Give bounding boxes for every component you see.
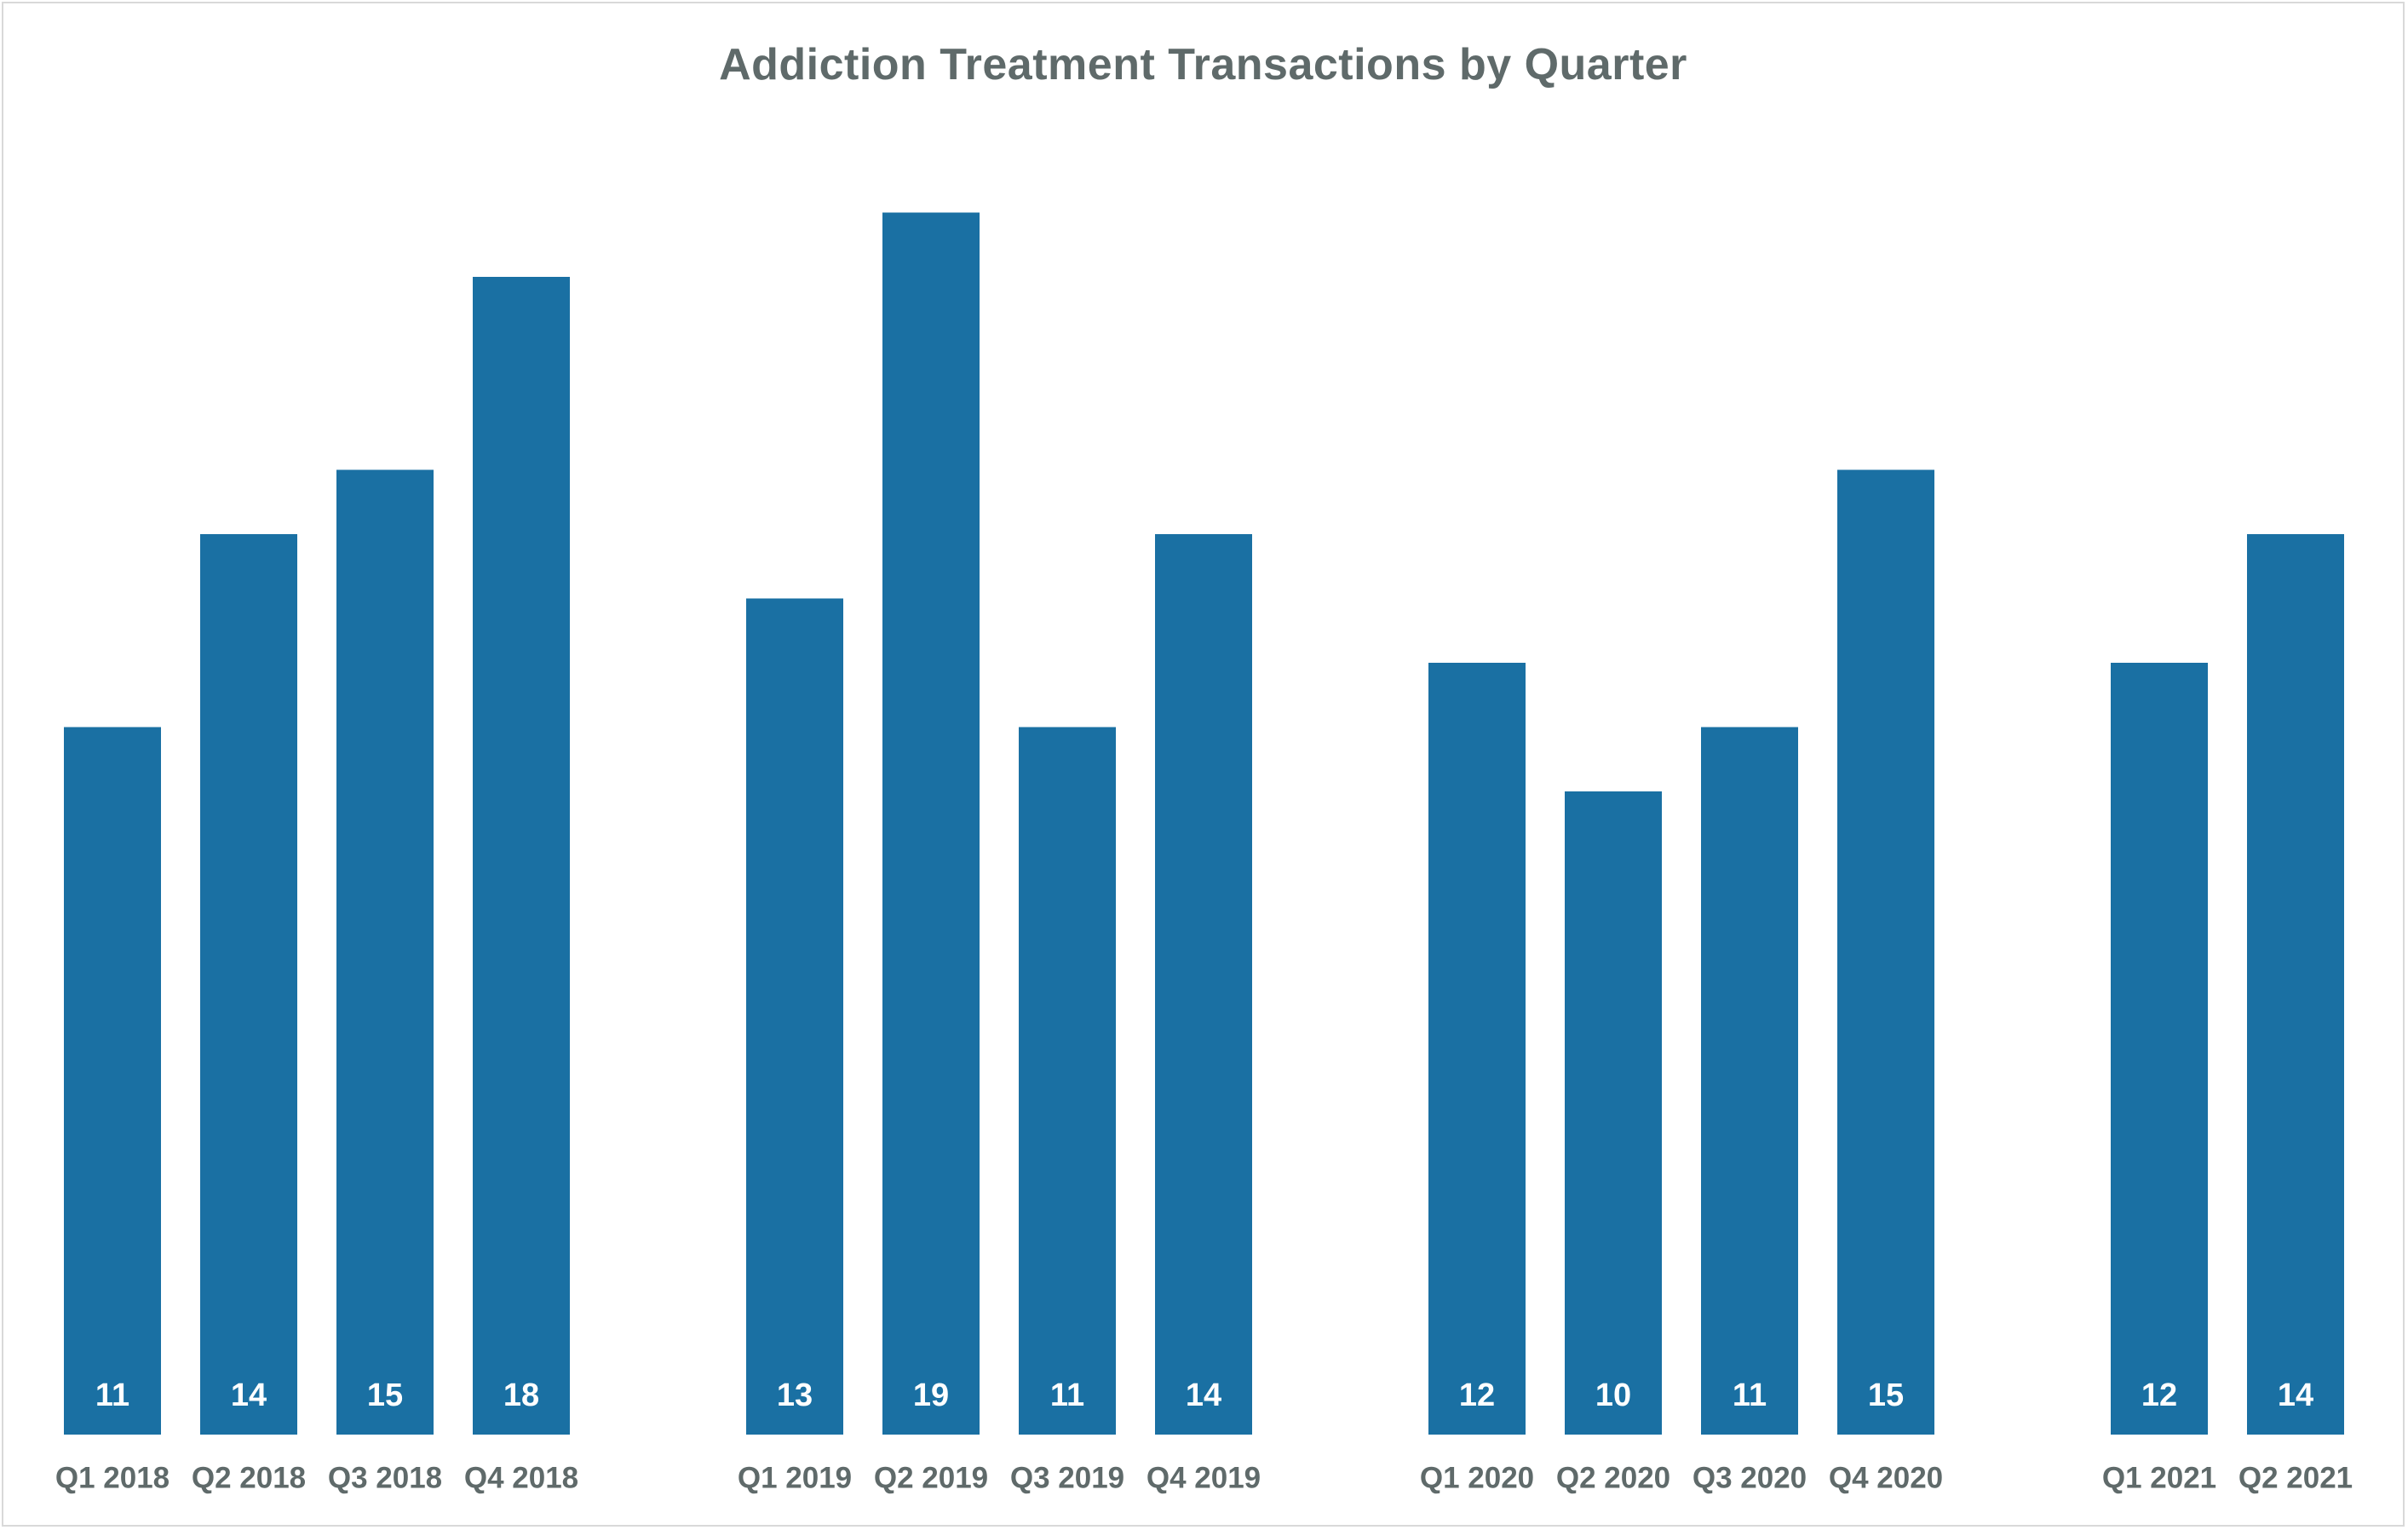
- bar-value-label: 15: [1868, 1378, 1904, 1413]
- bar-value-label: 12: [2141, 1378, 2177, 1413]
- bar-q2-2021: [2247, 534, 2344, 1435]
- bar-value-label: 11: [1050, 1378, 1084, 1413]
- bar-q1-2018: [64, 727, 161, 1435]
- bar-q1-2021: [2111, 663, 2208, 1435]
- x-tick-label: Q1 2019: [738, 1461, 852, 1494]
- bar-value-label: 14: [1186, 1378, 1221, 1413]
- bar-q4-2019: [1155, 534, 1252, 1435]
- bar-q3-2018: [336, 469, 434, 1435]
- bar-value-label: 15: [367, 1378, 403, 1413]
- x-tick-label: Q3 2020: [1692, 1461, 1807, 1494]
- x-tick-label: Q2 2021: [2238, 1461, 2353, 1494]
- x-tick-label: Q2 2018: [192, 1461, 306, 1494]
- bar-q2-2019: [882, 212, 980, 1435]
- x-tick-label: Q2 2019: [874, 1461, 988, 1494]
- bar-q4-2018: [473, 277, 570, 1435]
- x-tick-label: Q1 2020: [1420, 1461, 1534, 1494]
- bar-q3-2019: [1019, 727, 1116, 1435]
- bar-value-label: 12: [1459, 1378, 1495, 1413]
- bar-q1-2019: [746, 598, 843, 1435]
- bar-q2-2018: [200, 534, 297, 1435]
- bar-q3-2020: [1701, 727, 1798, 1435]
- x-tick-label: Q1 2021: [2102, 1461, 2216, 1494]
- x-tick-label: Q2 2020: [1556, 1461, 1670, 1494]
- x-tick-label: Q1 2018: [55, 1461, 170, 1494]
- bar-value-label: 10: [1595, 1378, 1631, 1413]
- bar-q4-2020: [1837, 469, 1934, 1435]
- bar-q1-2020: [1428, 663, 1526, 1435]
- x-tick-label: Q3 2019: [1010, 1461, 1124, 1494]
- bar-value-label: 14: [231, 1378, 267, 1413]
- bar-value-label: 19: [913, 1378, 949, 1413]
- x-tick-label: Q4 2019: [1147, 1461, 1261, 1494]
- bar-value-label: 14: [2278, 1378, 2313, 1413]
- bar-value-label: 13: [777, 1378, 813, 1413]
- x-tick-label: Q4 2020: [1829, 1461, 1943, 1494]
- bar-q2-2020: [1565, 791, 1662, 1435]
- bar-value-label: 11: [95, 1378, 129, 1413]
- x-tick-label: Q3 2018: [328, 1461, 442, 1494]
- bar-value-label: 18: [503, 1378, 539, 1413]
- bar-value-label: 11: [1733, 1378, 1767, 1413]
- chart-title: Addiction Treatment Transactions by Quar…: [719, 40, 1687, 89]
- x-tick-label: Q4 2018: [464, 1461, 578, 1494]
